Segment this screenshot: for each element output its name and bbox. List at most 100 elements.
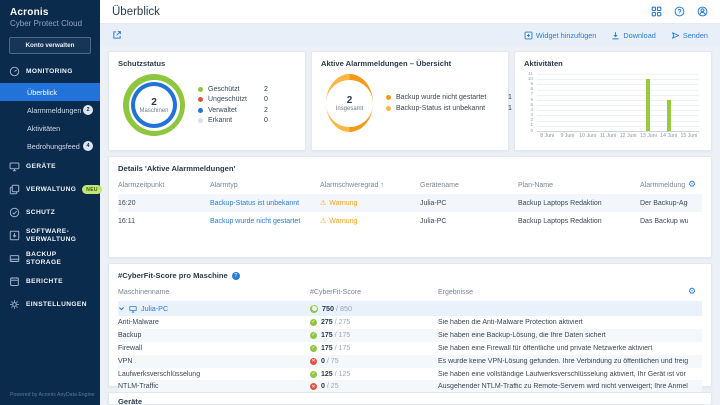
acronis-logo: Acronis Cyber Protect Cloud xyxy=(0,0,100,30)
sidebar-item-alarmmeldungen[interactable]: Alarmmeldungen 2 xyxy=(0,101,100,119)
download-icon xyxy=(612,31,619,39)
main-area: Überblick Widget hinzufügen Download xyxy=(100,0,720,405)
help-icon[interactable] xyxy=(674,6,685,17)
add-widget-button[interactable]: Widget hinzufügen xyxy=(524,31,596,40)
check-icon: ✓ xyxy=(310,344,317,352)
widget-title: Aktive Alarmmeldungen – Übersicht xyxy=(321,59,452,68)
protection-legend: Geschützt 2 Ungeschützt 0 Verwaltet 2 Erkan… xyxy=(198,86,268,124)
legend-dot xyxy=(386,105,391,111)
gear-icon xyxy=(8,299,20,310)
donut-label: Maschinen xyxy=(139,107,169,114)
check-icon: ✓ xyxy=(310,318,317,326)
layers-icon xyxy=(8,184,20,195)
send-icon xyxy=(671,31,679,39)
legend-item: Backup wurde nicht gestartet 1 xyxy=(386,94,512,101)
legend-item: Ungeschützt 0 xyxy=(198,96,268,103)
widget-title: #CyberFit-Score pro Maschine xyxy=(118,271,228,280)
chevron-down-icon[interactable] xyxy=(118,305,125,312)
sort-asc-icon: ↑ xyxy=(380,181,384,189)
sidebar-item-schutz[interactable]: SCHUTZ xyxy=(0,201,100,224)
download-button[interactable]: Download xyxy=(611,31,656,40)
legend-item: Geschützt 2 xyxy=(198,86,268,93)
sidebar-item-berichte[interactable]: BERICHTE xyxy=(0,270,100,293)
legend-item: Backup-Status ist unbekannt 1 xyxy=(386,105,512,112)
widget-title: Schutzstatus xyxy=(118,59,166,68)
sidebar-item-geraete[interactable]: GERÄTE xyxy=(0,155,100,178)
x-icon: ✕ xyxy=(310,357,317,365)
table-settings-gear-icon[interactable]: ⚙ xyxy=(688,179,697,190)
add-widget-icon xyxy=(524,31,533,39)
donut-label: Insgesamt xyxy=(335,105,364,112)
logo-line1: Acronis xyxy=(10,7,49,18)
alert-type-link[interactable]: Backup wurde nicht gestartet xyxy=(210,217,301,225)
check-icon: ✓ xyxy=(310,370,317,378)
score-gauge-icon xyxy=(310,304,318,313)
sidebar: Acronis Cyber Protect Cloud Konto verwal… xyxy=(0,0,102,405)
score-row: Backup ✓ 175/ 175 Sie haben eine Backup-L… xyxy=(118,328,702,342)
powered-by-footer: Powered by Acronis AnyData Engine xyxy=(10,392,95,398)
legend-dot xyxy=(198,86,203,92)
sidebar-item-software-verwaltung[interactable]: SOFTWARE-VERWALTUNG xyxy=(0,224,100,247)
dashboard-content: Schutzstatus 2 Maschinen Geschützt 2 Unge… xyxy=(100,46,720,405)
legend-dot xyxy=(198,118,203,124)
cyberfit-help-icon[interactable]: ? xyxy=(231,271,240,280)
gauge-icon xyxy=(8,66,20,77)
sidebar-item-ueberblick[interactable]: Überblick xyxy=(0,83,100,101)
software-box-icon xyxy=(8,230,20,241)
alerts-table-header: Alarmzeitpunkt Alarmtyp Alarmschweregrad… xyxy=(118,176,702,194)
sidebar-item-bedrohungsfeed[interactable]: Bedrohungsfeed 4 xyxy=(0,137,100,155)
table-row[interactable]: 16:11 Backup wurde nicht gestartet ⚠ Warn… xyxy=(118,217,688,226)
sidebar-item-einstellungen[interactable]: EINSTELLUNGEN xyxy=(0,293,100,316)
table-row[interactable]: 16:20 Backup-Status ist unbekannt ⚠ Warnu… xyxy=(118,194,702,213)
legend-item: Erkannt 0 xyxy=(198,117,268,124)
table-settings-gear-icon[interactable]: ⚙ xyxy=(688,286,697,297)
widget-title: Details 'Aktive Alarmmeldungen' xyxy=(118,164,236,174)
score-row: NTLM-Traffic ✕ 0/ 25 Ausgehender NTLM-Tra… xyxy=(118,380,702,394)
neu-badge: NEU xyxy=(82,185,102,194)
machine-row[interactable]: Julia-PC 750 / 850 xyxy=(118,301,702,316)
score-row: VPN ✕ 0/ 75 Es wurde keine VPN-Lösung gef… xyxy=(118,354,702,368)
score-row: Anti-Malware ✓ 275/ 275 Sie haben die Ant… xyxy=(118,318,583,326)
cyberfit-table-header: Maschinenname #CyberFit-Score Ergebnisse… xyxy=(118,283,702,301)
cyberfit-score-widget: #CyberFit-Score pro Maschine ? Maschinen… xyxy=(108,263,712,394)
alert-type-link[interactable]: Backup-Status ist unbekannt xyxy=(210,199,300,207)
check-icon: ✓ xyxy=(310,331,317,339)
legend-item: Verwaltet 2 xyxy=(198,107,268,114)
protection-donut-chart: 2 Maschinen xyxy=(123,74,185,136)
score-row: Laufwerksverschlüsselung ✓ 125/ 125 Sie h… xyxy=(118,370,688,378)
sidebar-nav: MONITORING Überblick Alarmmeldungen 2 Ak… xyxy=(0,60,102,386)
legend-dot xyxy=(386,95,391,101)
alerts-count-badge: 2 xyxy=(83,105,93,115)
alerts-donut-chart: 2 Insgesamt xyxy=(326,74,373,132)
sidebar-item-monitoring[interactable]: MONITORING xyxy=(0,60,100,83)
sort-by-severity[interactable]: Alarmschweregrad ↑ xyxy=(320,181,384,189)
top-bar: Überblick xyxy=(100,0,720,24)
warning-icon: ⚠ xyxy=(320,199,327,208)
threatfeed-count-badge: 4 xyxy=(83,141,93,151)
active-alerts-overview-widget: Aktive Alarmmeldungen – Übersicht 2 Insg… xyxy=(311,51,512,152)
sidebar-item-aktivitaeten[interactable]: Aktivitäten xyxy=(27,123,61,133)
monitor-icon xyxy=(8,161,20,172)
donut-value: 2 xyxy=(346,94,353,106)
activities-chart: 0 1 2 3 4 5 6 7 8 9 10 11 8 Juni 9 Juni 10 Juni 11 Juni… xyxy=(527,70,699,139)
send-button[interactable]: Senden xyxy=(671,31,708,40)
warning-icon: ⚠ xyxy=(320,217,327,226)
alerts-details-widget: Details 'Aktive Alarmmeldungen' Alarmzei… xyxy=(108,156,712,258)
storage-drive-icon xyxy=(8,253,20,264)
action-bar: Widget hinzufügen Download Senden xyxy=(100,24,720,46)
devices-widget: Geräte xyxy=(108,392,712,405)
sidebar-item-verwaltung[interactable]: VERWALTUNG NEU xyxy=(0,178,102,201)
widget-title: Aktivitäten xyxy=(524,59,563,68)
activities-widget: Aktivitäten 0 1 2 3 4 5 6 7 8 9 10 11 8 Juni 9 Juni 10… xyxy=(514,51,712,152)
report-calendar-icon xyxy=(8,276,20,287)
x-icon: ✕ xyxy=(310,383,317,391)
machine-name-link[interactable]: Julia-PC xyxy=(141,304,169,313)
sidebar-item-backup-storage[interactable]: BACKUP STORAGE xyxy=(0,247,100,270)
manage-account-button[interactable]: Konto verwalten xyxy=(9,37,91,54)
account-icon[interactable] xyxy=(697,6,708,17)
logo-line2: Cyber Protect Cloud xyxy=(10,19,83,28)
open-in-new-icon[interactable] xyxy=(112,30,122,40)
legend-dot xyxy=(198,97,203,103)
donut-value: 2 xyxy=(151,96,157,108)
apps-grid-icon[interactable] xyxy=(651,6,662,17)
